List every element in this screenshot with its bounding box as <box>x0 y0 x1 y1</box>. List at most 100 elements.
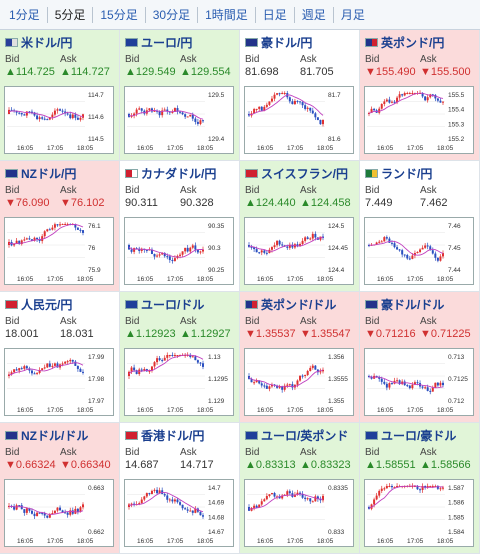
x-time-label: 17:05 <box>167 276 184 283</box>
candle-body <box>431 250 434 254</box>
mini-candle-chart[interactable]: 17.99 17.98 17.97 16:05 17:05 18:05 <box>4 348 114 416</box>
za-flag-icon <box>365 169 378 178</box>
bid-price: 90.311 <box>125 197 158 209</box>
tab-3[interactable]: 30分足 <box>146 6 199 23</box>
x-time-label: 16:05 <box>377 276 394 283</box>
rate-card[interactable]: ユーロ/ドル Bid Ask ▲1.12923 ▲1.12927 1.13 1.1295 1.… <box>120 292 240 423</box>
ask-price: ▼0.71225 <box>420 328 471 340</box>
mini-candle-chart[interactable]: 81.7 81.6 16:05 17:05 18:05 <box>244 86 354 154</box>
pair-title[interactable]: 英ポンド/円 <box>365 35 475 50</box>
candle-body <box>299 492 302 495</box>
candle-body <box>143 496 146 500</box>
bid-ask-prices: ▼1.35537 ▼1.35547 <box>245 327 355 341</box>
candle-body <box>309 498 312 502</box>
pair-title[interactable]: スイスフラン/円 <box>245 166 355 181</box>
bid-ask-labels: Bid Ask <box>5 316 115 327</box>
rate-card[interactable]: 豪ドル/ドル Bid Ask ▼0.71216 ▼0.71225 0.713 0.7125 0… <box>360 292 480 423</box>
tab-4[interactable]: 1時間足 <box>198 6 256 23</box>
rate-grid: 米ドル/円 Bid Ask ▲114.725 ▲114.727 114.7 114.6 114… <box>0 30 480 557</box>
rate-card[interactable]: 豪ドル/円 Bid Ask 81.698 81.705 81.7 81.6 16:05 17:0… <box>240 30 360 161</box>
rate-card[interactable]: 英ポンド/円 Bid Ask ▼155.490 ▼155.500 155.5 155.4 15… <box>360 30 480 161</box>
y-tick-label: 0.712 <box>448 398 465 405</box>
tab-6[interactable]: 週足 <box>295 6 334 23</box>
chart-svg: 76.1 76 75.9 16:05 17:05 18:05 <box>7 221 101 283</box>
pair-title[interactable]: ユーロ/英ポンド <box>245 428 355 443</box>
pair-title[interactable]: ユーロ/豪ドル <box>365 428 475 443</box>
candle-body <box>41 512 44 514</box>
mini-candle-chart[interactable]: 14.7 14.69 14.68 14.67 16:05 17:05 18:05 <box>124 479 234 547</box>
tab-5[interactable]: 日足 <box>256 6 295 23</box>
pair-title[interactable]: 英ポンド/ドル <box>245 297 355 312</box>
mini-candle-chart[interactable]: 76.1 76 75.9 16:05 17:05 18:05 <box>4 217 114 285</box>
candle-body <box>306 498 309 500</box>
candle-body <box>79 507 82 512</box>
candle-body <box>296 244 299 247</box>
mini-candle-chart[interactable]: 0.8335 0.833 16:05 17:05 18:05 <box>244 479 354 547</box>
mini-candle-chart[interactable]: 114.7 114.6 114.5 16:05 17:05 18:05 <box>4 86 114 154</box>
candle-body <box>156 255 159 257</box>
rate-card[interactable]: 香港ドル/円 Bid Ask 14.687 14.717 14.7 14.69 14.68 14… <box>120 423 240 554</box>
rate-card[interactable]: NZドル/円 Bid Ask ▼76.090 ▼76.102 76.1 76 75.9 16:0… <box>0 161 120 292</box>
candle-body <box>176 499 179 503</box>
us-flag-icon <box>5 38 18 47</box>
candle-body <box>250 378 253 383</box>
pair-title[interactable]: 人民元/円 <box>5 297 115 312</box>
pair-title[interactable]: 香港ドル/円 <box>125 428 235 443</box>
mini-candle-chart[interactable]: 1.587 1.586 1.585 1.584 16:05 17:05 18:05 <box>364 479 474 547</box>
rate-card[interactable]: ユーロ/円 Bid Ask ▲129.549 ▲129.554 129.5 129.4 16:… <box>120 30 240 161</box>
candle-body <box>38 512 41 514</box>
mini-candle-chart[interactable]: 7.46 7.45 7.44 16:05 17:05 18:05 <box>364 217 474 285</box>
rate-card[interactable]: 人民元/円 Bid Ask 18.001 18.031 17.99 17.98 17.97 16… <box>0 292 120 423</box>
ask-label: Ask <box>420 316 437 327</box>
mini-candle-chart[interactable]: 0.663 0.662 16:05 17:05 18:05 <box>4 479 114 547</box>
rate-card[interactable]: ユーロ/豪ドル Bid Ask ▲1.58551 ▲1.58566 1.587 1.586 1… <box>360 423 480 554</box>
pair-title[interactable]: NZドル/ドル <box>5 428 115 443</box>
candle-body <box>74 508 77 514</box>
mini-candle-chart[interactable]: 1.13 1.1295 1.129 16:05 17:05 18:05 <box>124 348 234 416</box>
pair-title[interactable]: ランド/円 <box>365 166 475 181</box>
pair-title[interactable]: 米ドル/円 <box>5 35 115 50</box>
x-time-label: 16:05 <box>137 538 154 545</box>
chart-svg: 1.587 1.586 1.585 1.584 16:05 17:05 18:05 <box>367 483 465 545</box>
candle-body <box>276 93 279 95</box>
candle-body <box>145 250 148 252</box>
x-time-label: 18:05 <box>197 145 214 152</box>
mini-candle-chart[interactable]: 155.5 155.4 155.3 155.2 16:05 17:05 18:05 <box>364 86 474 154</box>
rate-card[interactable]: NZドル/ドル Bid Ask ▼0.66324 ▼0.66340 0.663 0.662 1… <box>0 423 120 554</box>
tab-2[interactable]: 15分足 <box>93 6 146 23</box>
candle-body <box>53 363 56 366</box>
pair-title[interactable]: 豪ドル/ドル <box>365 297 475 312</box>
rate-card[interactable]: カナダドル/円 Bid Ask 90.311 90.328 90.35 90.3 90.25 1… <box>120 161 240 292</box>
candle-body <box>79 117 82 120</box>
rate-card[interactable]: スイスフラン/円 Bid Ask ▲124.440 ▲124.458 124.5 124.4… <box>240 161 360 292</box>
x-time-label: 17:05 <box>287 145 304 152</box>
tab-1[interactable]: 5分足 <box>48 6 94 23</box>
pair-title[interactable]: 豪ドル/円 <box>245 35 355 50</box>
chart-svg: 81.7 81.6 16:05 17:05 18:05 <box>247 90 341 152</box>
candle-body <box>166 355 169 358</box>
pair-title[interactable]: カナダドル/円 <box>125 166 235 181</box>
pair-title[interactable]: ユーロ/ドル <box>125 297 235 312</box>
candle-body <box>419 489 422 491</box>
tab-7[interactable]: 月足 <box>340 7 365 22</box>
rate-card[interactable]: ランド/円 Bid Ask 7.449 7.462 7.46 7.45 7.44 16:05 17… <box>360 161 480 292</box>
mini-candle-chart[interactable]: 90.35 90.3 90.25 16:05 17:05 18:05 <box>124 217 234 285</box>
candle-body <box>143 369 146 371</box>
candle-body <box>56 507 59 511</box>
mini-candle-chart[interactable]: 124.5 124.45 124.4 16:05 17:05 18:05 <box>244 217 354 285</box>
rate-card[interactable]: 英ポンド/ドル Bid Ask ▼1.35537 ▼1.35547 1.356 1.3555… <box>240 292 360 423</box>
ask-label: Ask <box>420 54 437 65</box>
mini-candle-chart[interactable]: 1.356 1.3555 1.355 16:05 17:05 18:05 <box>244 348 354 416</box>
candle-body <box>173 499 176 502</box>
pair-title[interactable]: ユーロ/円 <box>125 35 235 50</box>
candle-body <box>383 381 386 384</box>
candle-body <box>33 373 36 375</box>
bid-price: ▲1.12923 <box>125 328 176 340</box>
rate-card[interactable]: 米ドル/円 Bid Ask ▲114.725 ▲114.727 114.7 114.6 114… <box>0 30 120 161</box>
tab-0[interactable]: 1分足 <box>2 6 48 23</box>
rate-card[interactable]: ユーロ/英ポンド Bid Ask ▲0.83313 ▲0.83323 0.8335 0.83… <box>240 423 360 554</box>
mini-candle-chart[interactable]: 129.5 129.4 16:05 17:05 18:05 <box>124 86 234 154</box>
mini-candle-chart[interactable]: 0.713 0.7125 0.712 16:05 17:05 18:05 <box>364 348 474 416</box>
pair-title[interactable]: NZドル/円 <box>5 166 115 181</box>
moving-average-line <box>8 362 84 376</box>
